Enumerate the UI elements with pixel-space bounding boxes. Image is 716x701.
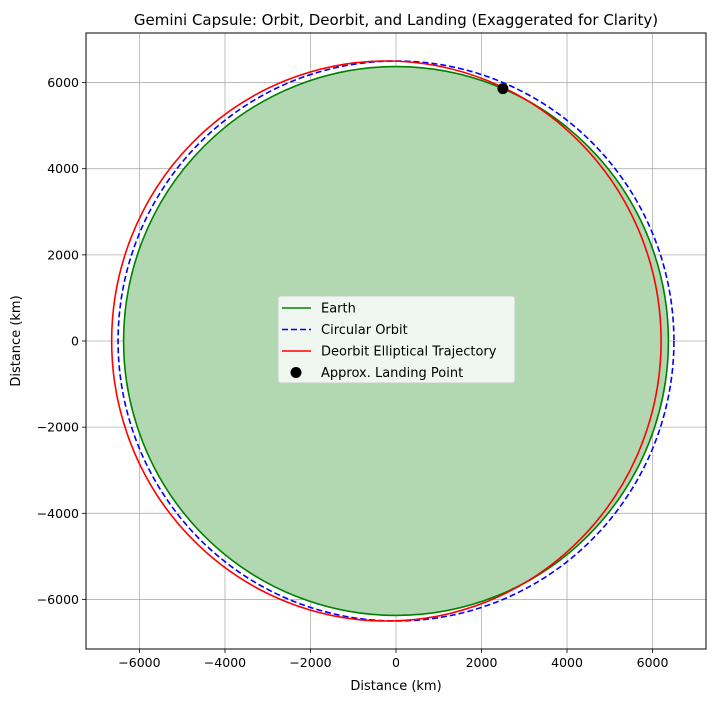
y-tick-label-5: 4000	[47, 161, 79, 176]
legend: Earth Circular Orbit Deorbit Elliptical Tr…	[277, 295, 516, 384]
x-tick-label-2: −2000	[289, 655, 331, 670]
series-approx-landing-point	[497, 83, 509, 95]
y-tick-label-1: −4000	[37, 506, 79, 521]
y-tick-label-0: −6000	[37, 592, 79, 607]
legend-label-0: Earth	[321, 302, 356, 317]
chart-title: Gemini Capsule: Orbit, Deorbit, and Land…	[134, 11, 658, 29]
series-deorbit-elliptical-trajectory	[110, 60, 662, 622]
x-tick-label-0: −6000	[118, 655, 160, 670]
legend-label-3: Approx. Landing Point	[321, 366, 463, 381]
legend-box	[277, 295, 516, 384]
y-tick-label-3: 0	[71, 334, 79, 349]
x-tick-label-1: −4000	[204, 655, 246, 670]
x-tick-label-4: 2000	[466, 655, 498, 670]
legend-label-1: Circular Orbit	[321, 323, 408, 338]
y-axis-label: Distance (km)	[9, 295, 24, 386]
legend-marker-3	[290, 367, 302, 378]
x-axis-label: Distance (km)	[350, 679, 441, 694]
y-tick-label-2: −2000	[37, 420, 79, 435]
x-tick-label-3: 0	[392, 655, 400, 670]
legend-label-2: Deorbit Elliptical Trajectory	[321, 345, 497, 360]
x-tick-label-6: 6000	[637, 655, 669, 670]
y-tick-label-6: 6000	[47, 75, 79, 90]
y-tick-label-4: 2000	[47, 247, 79, 262]
x-tick-label-5: 4000	[551, 655, 583, 670]
